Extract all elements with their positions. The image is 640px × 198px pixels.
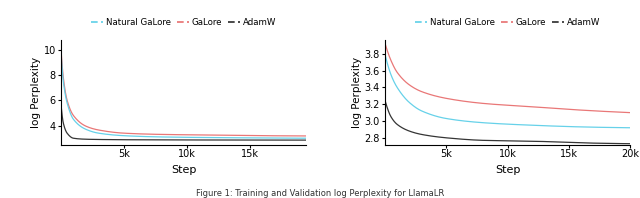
Legend: Natural GaLore, GaLore, AdamW: Natural GaLore, GaLore, AdamW xyxy=(88,14,280,30)
X-axis label: Step: Step xyxy=(171,165,196,175)
Y-axis label: log Perplexity: log Perplexity xyxy=(31,56,41,128)
Text: Figure 1: Training and Validation log Perplexity for LlamaLR: Figure 1: Training and Validation log Pe… xyxy=(196,189,444,198)
Y-axis label: log Perplexity: log Perplexity xyxy=(352,56,362,128)
Legend: Natural GaLore, GaLore, AdamW: Natural GaLore, GaLore, AdamW xyxy=(412,14,604,30)
X-axis label: Step: Step xyxy=(495,165,520,175)
